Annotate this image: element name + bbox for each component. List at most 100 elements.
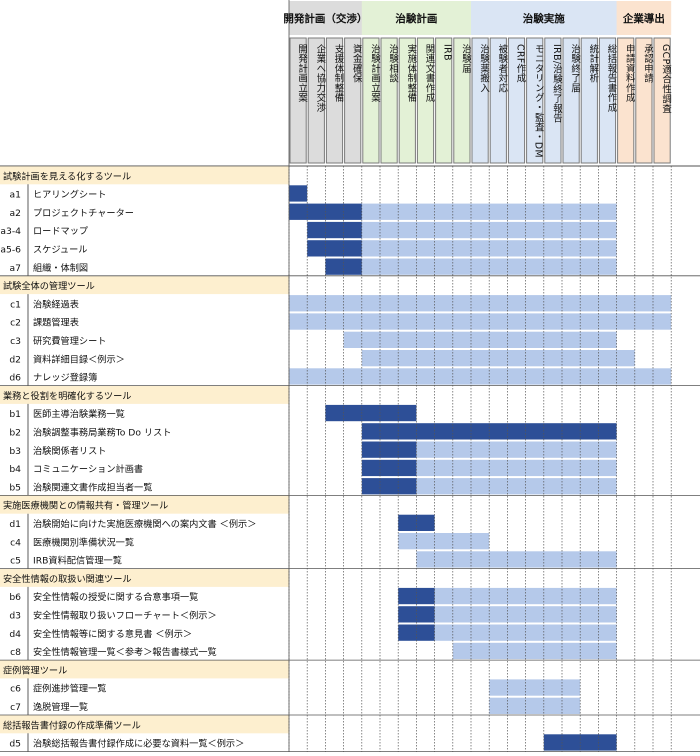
row-id: c8: [10, 647, 21, 658]
row-id: c5: [10, 556, 21, 567]
phase-banner: [471, 1, 627, 35]
bar-dark: [289, 185, 308, 202]
row-name: 安全性情報等に関する意見書 ＜例示＞: [33, 628, 192, 640]
column-header-box: [344, 37, 362, 164]
row-name: 資料詳細目録＜例示＞: [33, 353, 125, 365]
bar-light: [398, 533, 490, 550]
row-id: a7: [10, 263, 22, 274]
row-name: 安全性情報管理一覧＜参考＞報告書様式一覧: [33, 646, 217, 658]
bar-light: [416, 551, 617, 568]
row-id: c6: [10, 684, 21, 695]
column-header-box: [471, 37, 489, 164]
bar-light: [343, 331, 617, 348]
column-label: 治験相談: [387, 43, 399, 83]
column-header-box: [580, 37, 598, 164]
column-label: 実施体制整備: [405, 43, 417, 103]
column-header-box: [544, 37, 562, 164]
column-label: 申請資料作成: [624, 43, 636, 103]
column-label: 治験終了届: [569, 43, 581, 93]
group-header-bg: [0, 568, 289, 587]
row-name: 安全性情報の授受に関する合意事項一覧: [33, 591, 198, 603]
row-name: 研究費管理シート: [33, 335, 107, 347]
column-label: IRB: [442, 44, 453, 61]
row-name: プロジェクトチャーター: [33, 208, 134, 219]
column-label: 治験薬搬入: [478, 43, 490, 93]
row-id: a3-4: [0, 226, 21, 237]
phase-banner: [289, 1, 372, 35]
column-label: 資金確保: [351, 43, 363, 83]
group-header-bg: [0, 715, 289, 734]
row-id: a1: [10, 190, 21, 201]
column-label: 開発計画立案: [296, 44, 308, 103]
row-id: a2: [10, 208, 21, 219]
row-name: IRB資料配信管理一覧: [33, 555, 122, 567]
row-id: c4: [10, 537, 21, 548]
row-id: a5-6: [0, 245, 21, 256]
bar-light: [289, 368, 672, 385]
column-label: 企業へ協力交渉: [314, 43, 326, 113]
group-title: 業務と役割を明確化するツール: [3, 390, 131, 402]
group-title: 安全性情報の取扱い関連ツール: [3, 573, 132, 585]
row-name: ヒアリングシート: [33, 189, 107, 201]
column-label: 承認申請: [642, 44, 654, 84]
row-name: 医師主導治験業務一覧: [33, 408, 125, 420]
column-header-box: [416, 37, 435, 164]
row-id: d4: [9, 629, 21, 640]
bar-light: [361, 350, 635, 367]
column-header-box: [453, 37, 471, 164]
column-label: モニタリング・監査・DM: [533, 44, 545, 158]
row-id: b5: [9, 482, 21, 493]
bar-light: [434, 624, 617, 641]
row-name: 治験関係者リスト: [33, 445, 107, 457]
bar-light: [452, 642, 617, 660]
bar-light: [416, 478, 617, 495]
bar-light: [289, 313, 672, 330]
bar-light: [289, 295, 672, 312]
column-header-box: [307, 37, 325, 164]
bar-dark: [325, 258, 362, 275]
bar-dark: [361, 459, 417, 477]
row-name: 逸脱管理一覧: [33, 701, 88, 713]
bar-dark: [398, 624, 435, 641]
column-label: 治験計画立案: [369, 43, 381, 103]
column-label: GCP適合性調査: [660, 44, 672, 114]
bar-dark: [307, 221, 362, 239]
bar-light: [416, 441, 617, 458]
group-header-bg: [0, 275, 289, 295]
column-header-box: [489, 37, 507, 164]
bar-dark: [325, 404, 417, 422]
group-title: 試験全体の管理ツール: [3, 280, 95, 292]
column-label: 関連文書作成: [424, 44, 436, 103]
column-header-box: [380, 37, 398, 164]
row-id: d2: [9, 354, 21, 365]
column-header-box: [325, 37, 344, 164]
bar-dark: [307, 240, 362, 257]
column-label: 被験者対応: [496, 43, 508, 93]
column-header-box: [653, 37, 671, 164]
column-header-box: [289, 37, 307, 164]
row-id: b3: [9, 446, 21, 457]
bar-light: [489, 679, 581, 696]
row-id: c1: [10, 299, 21, 310]
group-header-bg: [0, 166, 289, 185]
column-header-box: [507, 37, 526, 164]
column-header-box: [562, 37, 580, 164]
group-title: 試験計画を見える化するツール: [3, 170, 131, 182]
column-header-box: [617, 37, 635, 164]
phase-banner: [361, 1, 481, 35]
row-id: b1: [9, 409, 21, 420]
row-id: d1: [9, 519, 21, 530]
row-name: 医療機関別準備状況一覧: [33, 536, 134, 548]
row-name: 治験関連文書作成担当者一覧: [33, 481, 152, 493]
column-label: 総括報告書作成: [606, 43, 618, 113]
column-header-box: [526, 37, 544, 164]
row-id: b4: [9, 464, 21, 475]
row-id: b2: [9, 428, 21, 439]
bar-light: [416, 459, 617, 477]
column-header-box: [598, 37, 617, 164]
bar-light: [361, 258, 617, 275]
phase-label: 治験計画: [395, 12, 437, 25]
column-header-box: [435, 37, 453, 164]
row-name: ロードマップ: [33, 226, 89, 237]
